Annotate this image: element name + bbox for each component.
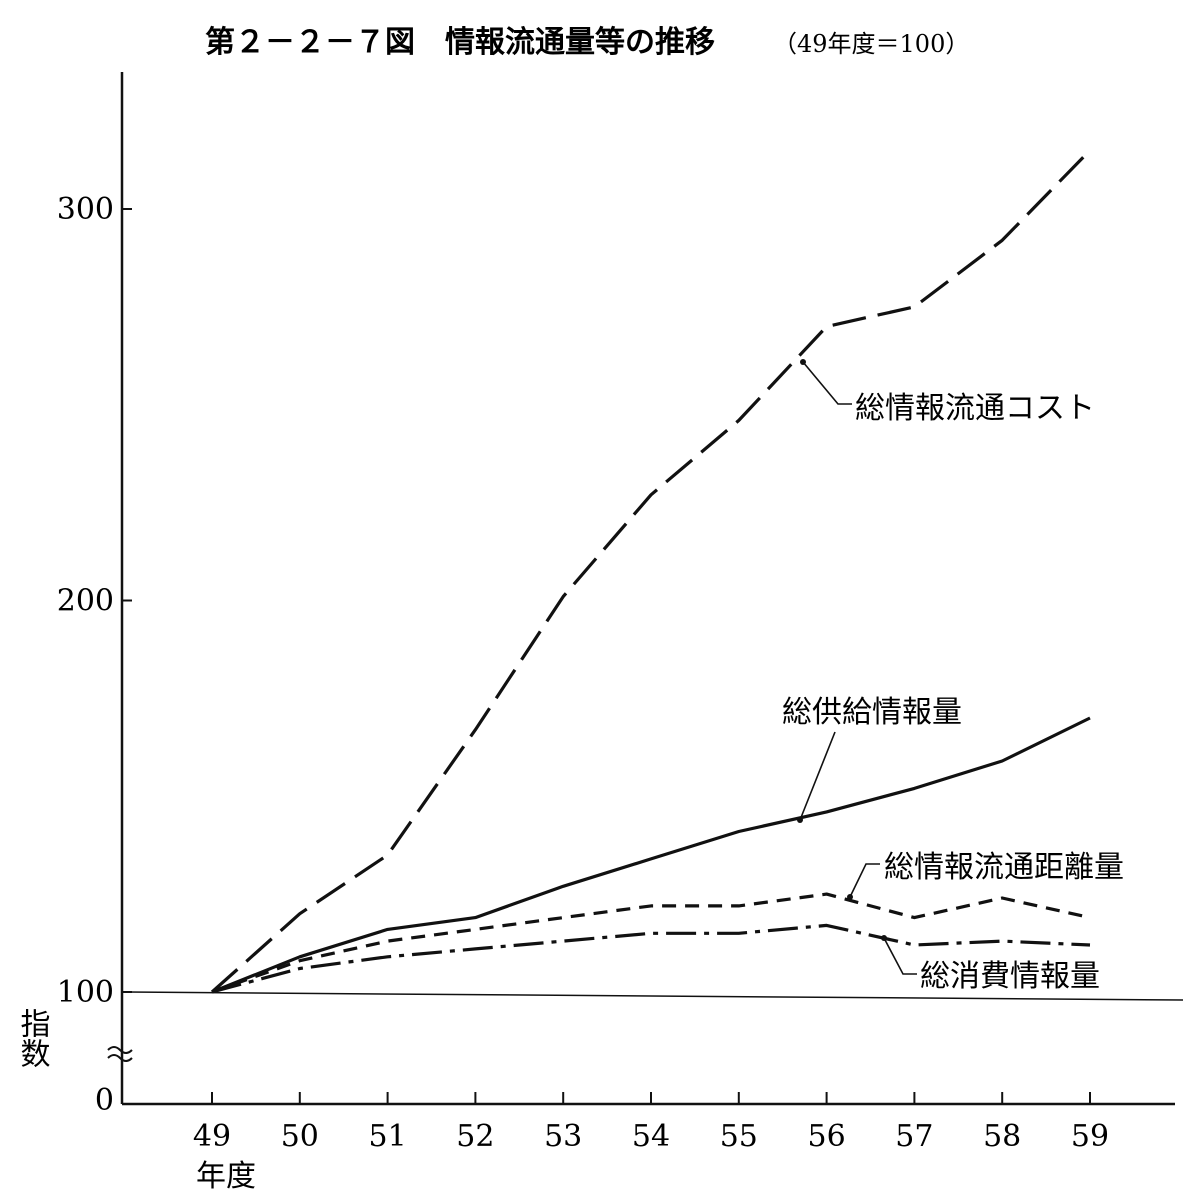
- leader-line: [802, 361, 852, 405]
- y-tick-label: 200: [57, 584, 114, 619]
- leader-line: [799, 731, 836, 821]
- series-line-1: [211, 716, 1091, 994]
- x-axis-label: 年度: [196, 1159, 256, 1194]
- chart-subtitle: （49年度＝100）: [773, 30, 969, 58]
- y-tick-label: 100: [57, 975, 114, 1010]
- series-label-3: 総消費情報量: [920, 959, 1100, 994]
- axis-break-mark: [107, 1046, 133, 1062]
- x-tick-label: 59: [1071, 1119, 1109, 1154]
- series-label-2: 総情報流通距離量: [884, 850, 1124, 885]
- leader-line: [883, 937, 917, 975]
- leader-arrow-head: [881, 935, 887, 941]
- y-tick-label: 0: [95, 1083, 114, 1118]
- x-tick-label: 58: [983, 1119, 1021, 1154]
- series-line-3: [211, 923, 1091, 994]
- series-lines: [210, 149, 1092, 994]
- leader-arrow-head: [797, 817, 803, 823]
- y-tick-label: 300: [57, 192, 114, 227]
- x-tick-label: 49: [193, 1119, 231, 1154]
- x-tick-label: 55: [720, 1119, 758, 1154]
- leader-arrow-head: [847, 894, 853, 900]
- y-axis-label: 指数: [15, 1008, 51, 1068]
- x-tick-label: 50: [281, 1119, 319, 1154]
- series-line-2: [211, 892, 1091, 994]
- x-tick-label: 57: [895, 1119, 933, 1154]
- x-tick-label: 54: [632, 1119, 670, 1154]
- x-ticks: 49 50 51 52 53 54 55 56 57 58 59: [193, 1092, 1109, 1154]
- leader-line: [849, 863, 880, 898]
- x-tick-label: 53: [544, 1119, 582, 1154]
- series-label-1: 総供給情報量: [782, 695, 962, 730]
- x-tick-label: 52: [456, 1119, 494, 1154]
- series-label-0: 総情報流通コスト: [855, 391, 1095, 426]
- x-tick-label: 51: [369, 1119, 407, 1154]
- chart-title: 第２－２－７図 情報流通量等の推移: [205, 25, 715, 60]
- y-ticks: 0 100 200 300: [57, 192, 132, 1118]
- leader-arrow-head: [800, 359, 806, 365]
- baseline-100: [121, 991, 1184, 1001]
- x-tick-label: 56: [808, 1119, 846, 1154]
